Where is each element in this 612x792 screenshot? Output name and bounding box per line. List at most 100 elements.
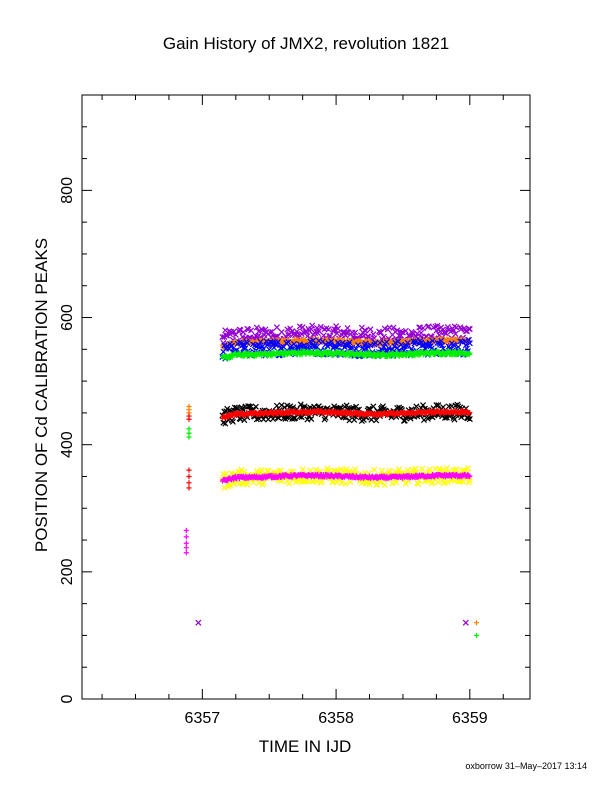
data-point	[273, 324, 280, 331]
data-point	[222, 420, 229, 427]
data-point	[426, 466, 433, 473]
data-point	[473, 620, 480, 626]
data-point	[252, 332, 259, 339]
y-tick-label: 600	[59, 304, 76, 331]
data-point	[467, 473, 473, 479]
y-tick-label: 200	[59, 558, 76, 585]
data-point	[186, 485, 192, 491]
data-point	[466, 325, 473, 333]
data-point	[265, 416, 272, 423]
y-tick-label: 400	[59, 431, 76, 458]
data-point	[455, 344, 462, 351]
data-point	[273, 402, 280, 409]
data-point	[227, 482, 234, 489]
data-point	[186, 467, 192, 473]
data-point	[352, 329, 359, 336]
data-point	[378, 467, 385, 474]
data-point	[435, 479, 442, 486]
data-point	[274, 338, 281, 345]
data-point	[219, 334, 226, 341]
data-point	[270, 415, 277, 422]
data-point	[241, 341, 248, 348]
data-point	[460, 478, 467, 485]
data-point	[352, 466, 359, 473]
data-point	[404, 339, 411, 346]
data-point	[462, 619, 469, 626]
data-point	[310, 337, 317, 344]
data-point	[183, 550, 189, 556]
data-point	[342, 480, 349, 487]
data-point	[391, 343, 398, 350]
data-point	[381, 481, 388, 489]
data-point	[186, 426, 192, 432]
data-point	[457, 338, 464, 345]
data-point	[380, 333, 387, 340]
data-point	[255, 479, 262, 486]
data-point	[248, 327, 255, 334]
data-point	[467, 409, 473, 416]
data-point	[183, 545, 189, 551]
data-point	[183, 527, 189, 534]
data-point	[226, 407, 233, 414]
data-point	[383, 339, 390, 346]
data-point	[285, 339, 292, 346]
data-point	[419, 402, 427, 409]
data-point	[253, 416, 260, 423]
data-point	[466, 340, 473, 347]
data-point	[473, 632, 480, 639]
data-point	[434, 339, 441, 347]
data-point	[334, 344, 341, 351]
data-point	[244, 340, 251, 347]
data-point	[237, 327, 244, 334]
data-point	[325, 326, 332, 333]
data-point	[420, 416, 427, 424]
chart-title: Gain History of JMX2, revolution 1821	[162, 34, 450, 53]
data-point	[399, 329, 406, 336]
data-point	[413, 403, 420, 410]
data-point	[238, 466, 245, 473]
data-point	[464, 465, 471, 472]
data-point	[348, 405, 355, 412]
data-point	[195, 619, 202, 626]
data-point	[343, 329, 350, 336]
data-point	[297, 401, 304, 408]
data-point	[334, 325, 342, 332]
data-point	[419, 325, 427, 332]
data-point	[286, 480, 293, 487]
data-point	[269, 328, 276, 335]
data-point	[328, 338, 335, 345]
data-point	[183, 534, 189, 540]
data-point	[267, 329, 274, 336]
data-point	[343, 402, 350, 409]
data-point	[230, 328, 237, 335]
data-point	[346, 339, 353, 346]
data-point	[466, 477, 473, 484]
data-point	[221, 484, 228, 491]
data-point	[466, 351, 472, 357]
data-point	[339, 339, 346, 346]
data-point	[244, 481, 251, 488]
data-point	[435, 402, 442, 409]
data-point	[467, 350, 473, 356]
data-point	[334, 330, 341, 337]
data-point	[309, 322, 316, 329]
data-point	[452, 330, 459, 337]
data-point	[438, 337, 445, 344]
data-point	[362, 327, 369, 334]
data-point	[186, 416, 192, 422]
data-point	[228, 342, 235, 349]
data-point	[241, 468, 248, 475]
data-point	[229, 418, 236, 425]
data-point	[313, 324, 321, 332]
data-point	[393, 479, 400, 486]
x-tick-label: 6359	[452, 710, 488, 727]
credit-text: oxborrow 31–May–2017 13:14	[465, 761, 587, 771]
data-point	[315, 328, 322, 335]
data-point	[278, 477, 285, 484]
data-point	[367, 326, 374, 333]
data-point	[415, 480, 422, 487]
data-point	[335, 341, 342, 348]
data-point	[402, 327, 409, 334]
data-point	[257, 338, 264, 345]
